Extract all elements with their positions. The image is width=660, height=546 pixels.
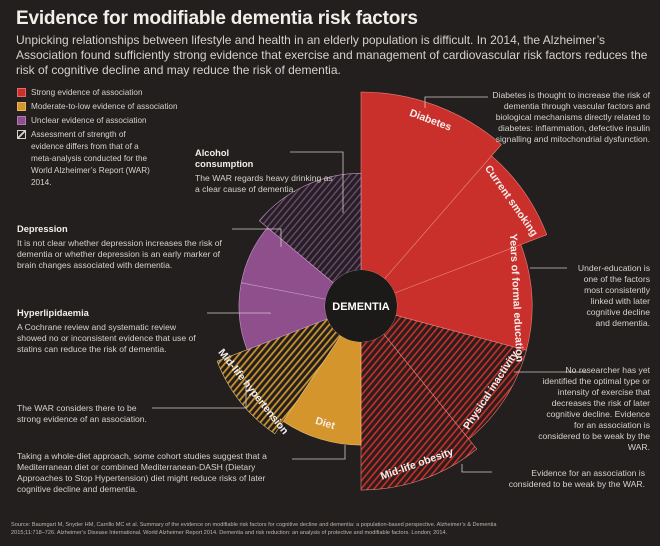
note-title: Depression: [17, 224, 68, 234]
legend-item-moderate: Moderate-to-low evidence of association: [17, 101, 191, 113]
note-text: Taking a whole-diet approach, some cohor…: [17, 451, 267, 494]
legend-label: Unclear evidence of association: [31, 116, 147, 125]
legend-item-hatched: Assessment of strength of evidence diffe…: [17, 129, 191, 189]
source-line-1: Source: Baumgart M, Snyder HM, Carrillo …: [11, 522, 497, 528]
note-text: The WAR considers there to be strong evi…: [17, 403, 147, 424]
note-title: Hyperlipidaemia: [17, 308, 89, 318]
legend-item-strong: Strong evidence of association: [17, 87, 191, 99]
note-inactivity: No researcher has yet identified the opt…: [535, 365, 650, 453]
note-text: The WAR regards heavy drinking as a clea…: [195, 173, 333, 194]
center-label: DEMENTIA: [332, 301, 390, 313]
note-text: No researcher has yet identified the opt…: [538, 365, 650, 452]
leader-line: [232, 228, 282, 247]
note-text: A Cochrane review and systematic review …: [17, 322, 196, 354]
note-text: It is not clear whether depression incre…: [17, 238, 222, 270]
note-title: Alcohol consumption: [195, 148, 254, 169]
intro-text: Unpicking relationships between lifestyl…: [16, 33, 648, 77]
note-diet: Taking a whole-diet approach, some cohor…: [17, 451, 292, 495]
center-circle: [325, 270, 397, 342]
leader-line: [207, 312, 271, 314]
leader-line: [290, 151, 344, 213]
note-depression: Depression It is not clear whether depre…: [17, 224, 232, 271]
note-obesity: Evidence for an association is considere…: [495, 468, 645, 490]
legend-label: Strong evidence of association: [31, 88, 143, 97]
swatch-moderate-icon: [17, 102, 26, 111]
note-alcohol: Alcohol consumption The WAR regards heav…: [195, 148, 335, 195]
legend-label: Moderate-to-low evidence of association: [31, 102, 178, 111]
source-line-2: 2015;11:718–726. Alzheimer’s Disease Int…: [11, 530, 448, 536]
leader-line: [292, 445, 346, 460]
wedge-label: Diet: [314, 415, 337, 432]
legend-item-unclear: Unclear evidence of association: [17, 115, 191, 127]
page-title: Evidence for modifiable dementia risk fa…: [16, 8, 418, 29]
swatch-unclear-icon: [17, 116, 26, 125]
leader-line: [424, 96, 488, 108]
leader-line: [461, 464, 492, 473]
swatch-hatched-icon: [17, 130, 26, 139]
swatch-strong-icon: [17, 88, 26, 97]
note-text: Under-education is one of the factors mo…: [577, 263, 650, 328]
legend-label: Assessment of strength of evidence diffe…: [31, 130, 150, 187]
note-diabetes: Diabetes is thought to increase the risk…: [490, 90, 650, 145]
note-hypertension: The WAR considers there to be strong evi…: [17, 403, 157, 425]
note-text: Diabetes is thought to increase the risk…: [492, 90, 650, 144]
legend: Strong evidence of association Moderate-…: [17, 87, 191, 191]
note-education: Under-education is one of the factors mo…: [570, 263, 650, 329]
note-text: Evidence for an association is considere…: [508, 468, 645, 489]
leader-line: [152, 380, 247, 409]
source-citation: Source: Baumgart M, Snyder HM, Carrillo …: [11, 521, 651, 537]
note-hyperlipidaemia: Hyperlipidaemia A Cochrane review and sy…: [17, 308, 207, 355]
